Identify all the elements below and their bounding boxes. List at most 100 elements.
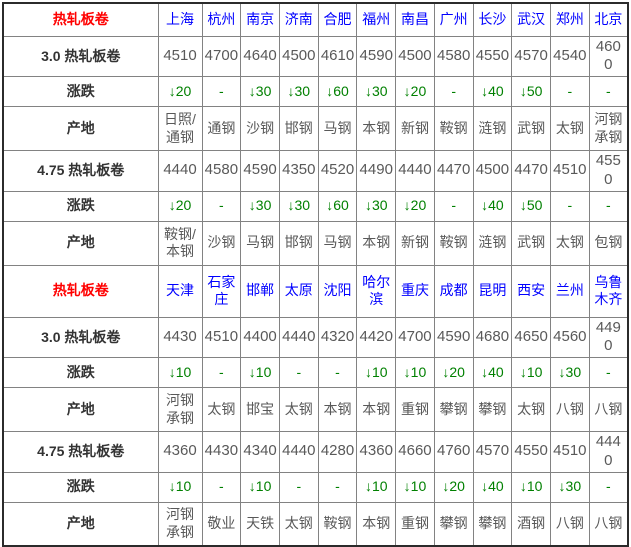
change-cell: - [433, 190, 474, 222]
section-header-row: 热轧板卷 上海 杭州 南京 济南 合肥 福州 南昌 广州 长沙 武汉 郑州 北京 [2, 2, 629, 37]
origin-cell: 太钢 [278, 387, 319, 432]
row-label: 产地 [2, 220, 159, 266]
origin-row: 产地 河钢承钢 敬业 天铁 太钢 鞍钢 本钢 重钢 攀钢 攀钢 酒钢 八钢 八钢 [2, 501, 629, 547]
change-cell: ↓20 [395, 190, 435, 222]
origin-cell: 河钢承钢 [157, 501, 203, 547]
price-cell: 4400 [240, 316, 280, 358]
origin-cell: 邯宝 [240, 387, 280, 432]
origin-cell: 涟钢 [472, 106, 513, 151]
change-cell: ↓10 [356, 471, 397, 503]
price-cell: 4560 [549, 316, 590, 358]
price-cell: 4640 [240, 35, 280, 77]
origin-cell: 太钢 [549, 106, 590, 151]
price-cell: 4550 [472, 35, 513, 77]
change-row: 涨跌 ↓20- ↓30 ↓30 ↓60 ↓30 ↓20- ↓40 ↓50- - [2, 190, 629, 222]
origin-cell: 武钢 [511, 220, 551, 266]
price-cell: 4320 [317, 316, 358, 358]
change-cell: ↓20 [433, 471, 474, 503]
price-cell: 4610 [317, 35, 358, 77]
origin-row: 产地 鞍钢/本钢 沙钢 马钢 邯钢 马钢 本钢 新钢 鞍钢 涟钢 武钢 太钢 包钢 [2, 220, 629, 266]
origin-cell: 沙钢 [201, 220, 242, 266]
city-header: 长沙 [472, 2, 513, 37]
price-cell: 4490 [356, 150, 397, 192]
row-label: 涨跌 [2, 471, 159, 503]
price-cell: 4700 [395, 316, 435, 358]
section-title: 热轧板卷 [2, 2, 159, 37]
row-label: 3.0 热轧板卷 [2, 35, 159, 77]
city-header: 石家庄 [201, 264, 242, 318]
change-cell: ↓40 [472, 357, 513, 388]
price-cell: 4550 [511, 431, 551, 473]
row-label: 涨跌 [2, 76, 159, 107]
origin-cell: 八钢 [549, 387, 590, 432]
origin-cell: 通钢 [201, 106, 242, 151]
price-cell: 4590 [433, 316, 474, 358]
origin-cell: 本钢 [356, 220, 397, 266]
origin-cell: 太钢 [201, 387, 242, 432]
change-cell: ↓30 [240, 190, 280, 222]
price-row: 3.0 热轧板卷 4430 4510 4400 4440 4320 4420 4700 4590… [2, 316, 629, 358]
change-cell: - [317, 471, 358, 503]
change-cell: - [549, 190, 590, 222]
origin-cell: 河钢承钢 [588, 106, 629, 151]
city-header: 西安 [511, 264, 551, 318]
city-header: 郑州 [549, 2, 590, 37]
origin-cell: 河钢承钢 [157, 387, 203, 432]
row-label: 产地 [2, 501, 159, 547]
origin-cell: 八钢 [588, 501, 629, 547]
city-header: 北京 [588, 2, 629, 37]
origin-cell: 天铁 [240, 501, 280, 547]
price-cell: 4650 [511, 316, 551, 358]
price-cell: 4510 [201, 316, 242, 358]
origin-cell: 马钢 [240, 220, 280, 266]
change-cell: ↓10 [356, 357, 397, 388]
price-cell: 4340 [240, 431, 280, 473]
change-cell: - [588, 357, 629, 388]
city-header: 乌鲁木齐 [588, 264, 629, 318]
city-header: 福州 [356, 2, 397, 37]
city-header: 杭州 [201, 2, 242, 37]
change-cell: ↓10 [395, 471, 435, 503]
origin-cell: 鞍钢 [433, 220, 474, 266]
row-label: 4.75 热轧板卷 [2, 150, 159, 192]
origin-cell: 本钢 [356, 106, 397, 151]
price-cell: 4500 [278, 35, 319, 77]
origin-cell: 邯钢 [278, 220, 319, 266]
change-cell: ↓10 [240, 357, 280, 388]
origin-cell: 武钢 [511, 106, 551, 151]
price-cell: 4360 [356, 431, 397, 473]
price-cell: 4500 [395, 35, 435, 77]
price-cell: 4420 [356, 316, 397, 358]
row-label: 产地 [2, 106, 159, 151]
change-cell: ↓10 [511, 471, 551, 503]
origin-cell: 马钢 [317, 106, 358, 151]
change-cell: - [433, 76, 474, 107]
change-cell: ↓50 [511, 76, 551, 107]
origin-cell: 太钢 [511, 387, 551, 432]
price-cell: 4520 [317, 150, 358, 192]
city-header: 武汉 [511, 2, 551, 37]
price-cell: 4590 [356, 35, 397, 77]
price-cell: 4570 [511, 35, 551, 77]
change-row: 涨跌 ↓20- ↓30 ↓30 ↓60 ↓30 ↓20- ↓40 ↓50- - [2, 76, 629, 107]
city-header: 兰州 [549, 264, 590, 318]
city-header: 济南 [278, 2, 319, 37]
change-cell: ↓30 [549, 357, 590, 388]
change-cell: ↓10 [511, 357, 551, 388]
origin-cell: 本钢 [356, 387, 397, 432]
price-row: 4.75 热轧板卷 4360 4430 4340 4440 4280 4360 4660 476… [2, 431, 629, 473]
origin-cell: 鞍钢 [317, 501, 358, 547]
change-cell: ↓30 [356, 76, 397, 107]
price-cell: 4550 [588, 150, 629, 192]
price-cell: 4510 [157, 35, 203, 77]
price-cell: 4700 [201, 35, 242, 77]
change-cell: ↓40 [472, 76, 513, 107]
price-cell: 4440 [157, 150, 203, 192]
change-cell: ↓30 [278, 76, 319, 107]
price-cell: 4440 [395, 150, 435, 192]
price-cell: 4430 [157, 316, 203, 358]
price-row: 3.0 热轧板卷 4510 4700 4640 4500 4610 4590 4500 4580… [2, 35, 629, 77]
city-header: 邯郸 [240, 264, 280, 318]
price-row: 4.75 热轧板卷 4440 4580 4590 4350 4520 4490 4440 447… [2, 150, 629, 192]
city-header: 南京 [240, 2, 280, 37]
